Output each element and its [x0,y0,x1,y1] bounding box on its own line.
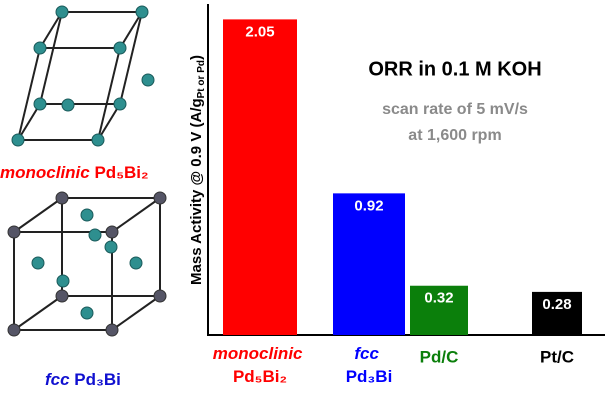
x-tick-label: fcc Pd₃Bi [346,344,393,386]
value-label: 2.05 [245,23,274,40]
bar [410,285,468,335]
annotation: at 1,600 rpm [408,127,501,144]
value-label: 0.92 [354,197,383,214]
structure-label: monoclinic Pd₅Bi₂ [0,163,149,182]
structure-label: fcc Pd₃Bi [45,370,121,389]
bar [223,19,297,335]
value-label: 0.32 [424,290,453,307]
x-tick-label: Pd/C [420,347,459,366]
bar [532,291,582,335]
monoclinic-structure [11,5,155,147]
annotation: scan rate of 5 mV/s [382,101,528,118]
value-label: 0.28 [542,296,571,313]
y-axis-title: Mass Activity @ 0.9 V (A/gPt or Pd) [188,55,207,285]
fcc-structure [7,191,167,337]
x-tick-label: Pt/C [540,347,574,366]
x-tick-label: monoclinic Pd₅Bi₂ [213,344,307,386]
bar [333,193,405,335]
chart-title: ORR in 0.1 M KOH [368,58,541,80]
